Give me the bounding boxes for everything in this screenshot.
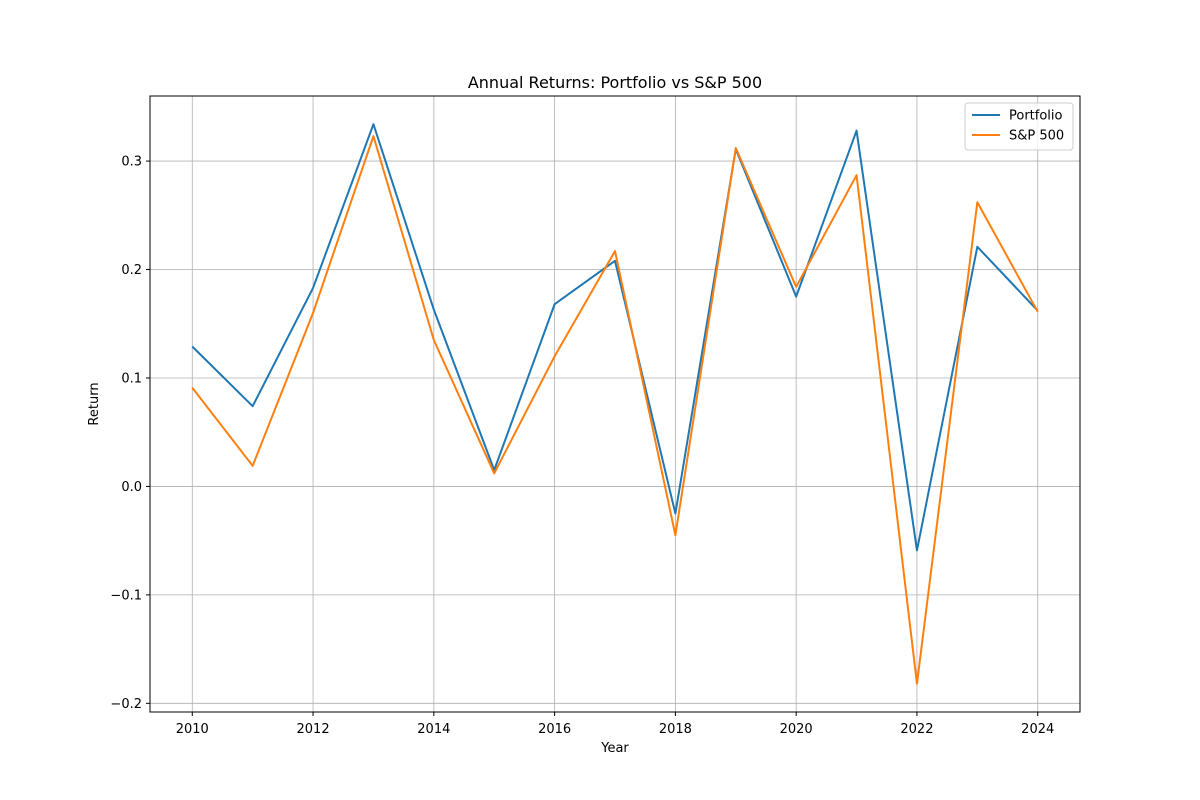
x-tick-label: 2018 [659, 722, 692, 737]
data-point-portfolio [312, 287, 314, 289]
y-tick-label: −0.1 [110, 588, 142, 603]
data-point-s-p-500 [674, 534, 676, 536]
grid [150, 96, 1080, 712]
legend-label-sp500: S&P 500 [1009, 129, 1064, 144]
y-axis-label: Return [87, 382, 102, 425]
legend: Portfolio S&P 500 [964, 102, 1074, 151]
data-point-s-p-500 [493, 472, 495, 474]
series-lines [191, 123, 1039, 685]
data-point-portfolio [795, 296, 797, 298]
data-point-portfolio [614, 260, 616, 262]
data-point-portfolio [916, 549, 918, 551]
data-point-s-p-500 [916, 683, 918, 685]
data-point-portfolio [372, 123, 374, 125]
data-point-s-p-500 [191, 387, 193, 389]
x-axis-label: Year [600, 741, 629, 756]
x-tick-label: 2010 [176, 722, 209, 737]
x-tick-label: 2024 [1021, 722, 1054, 737]
data-point-portfolio [191, 346, 193, 348]
x-axis-ticks: 2010 2012 2014 2016 2018 2020 2022 2024 [176, 712, 1054, 737]
plot-frame [149, 95, 1081, 713]
x-tick-label: 2022 [900, 722, 933, 737]
data-point-s-p-500 [735, 147, 737, 149]
data-point-s-p-500 [312, 312, 314, 314]
y-tick-label: 0.0 [121, 480, 142, 495]
data-point-portfolio [976, 246, 978, 248]
data-point-s-p-500 [856, 174, 858, 176]
chart-title: Annual Returns: Portfolio vs S&P 500 [468, 73, 762, 92]
data-point-s-p-500 [976, 201, 978, 203]
series-line-s-p-500 [191, 135, 1039, 685]
y-axis-ticks: −0.2 −0.1 0.0 0.1 0.2 0.3 [110, 155, 150, 712]
data-point-s-p-500 [554, 355, 556, 357]
data-point-portfolio [554, 303, 556, 305]
data-point-portfolio [433, 309, 435, 311]
y-tick-label: 0.1 [121, 371, 142, 386]
data-point-s-p-500 [252, 465, 254, 467]
x-tick-label: 2014 [417, 722, 450, 737]
data-point-s-p-500 [1037, 311, 1039, 313]
series-line-portfolio [191, 123, 1039, 552]
legend-label-portfolio: Portfolio [1009, 109, 1063, 124]
x-tick-label: 2012 [297, 722, 330, 737]
data-point-portfolio [674, 513, 676, 515]
data-point-s-p-500 [433, 339, 435, 341]
data-point-s-p-500 [372, 135, 374, 137]
data-point-portfolio [856, 130, 858, 132]
data-point-s-p-500 [614, 250, 616, 252]
y-tick-label: −0.2 [110, 697, 142, 712]
data-point-portfolio [252, 405, 254, 407]
x-tick-label: 2016 [538, 722, 571, 737]
x-tick-label: 2020 [780, 722, 813, 737]
y-tick-label: 0.2 [121, 263, 142, 278]
y-tick-label: 0.3 [121, 155, 142, 170]
data-point-s-p-500 [795, 286, 797, 288]
